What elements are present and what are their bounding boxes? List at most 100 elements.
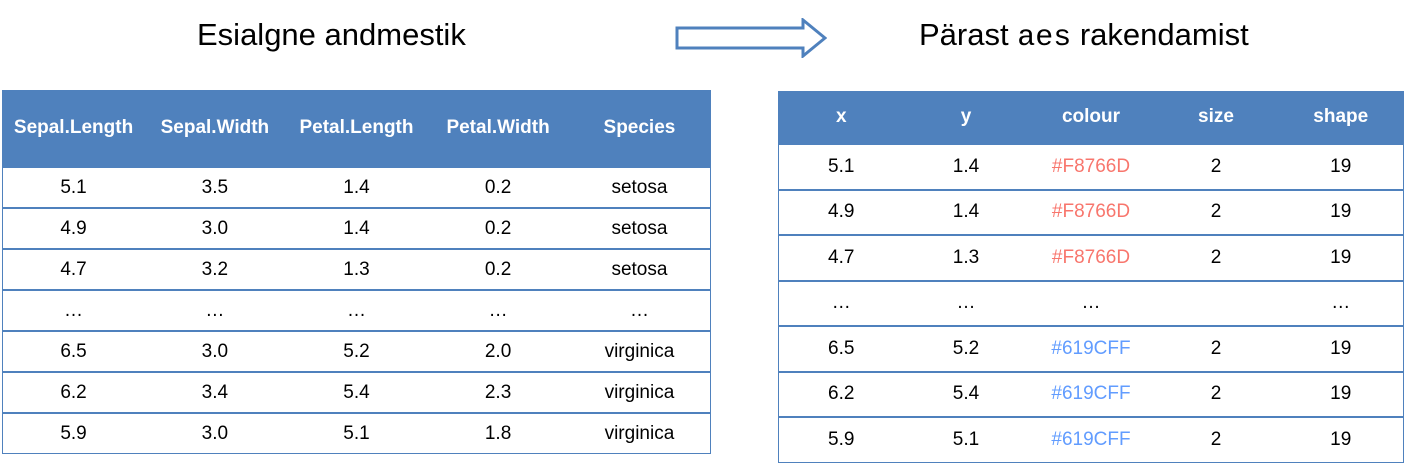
table-cell: 3.4: [144, 371, 286, 413]
table-cell: 5.1: [2, 166, 145, 208]
table-cell: 3.0: [144, 207, 286, 249]
colour-cell: #619CFF: [1028, 325, 1154, 372]
table-cell: 1.4: [285, 207, 428, 249]
colour-cell: #F8766D: [1028, 143, 1154, 190]
table-cell: 5.1: [778, 143, 904, 190]
table-cell: 1.3: [285, 248, 428, 290]
table-cell: 5.1: [285, 412, 428, 454]
colour-cell: #619CFF: [1028, 416, 1154, 462]
table-cell: 2.3: [427, 371, 569, 413]
column-header: Petal.Length: [285, 90, 428, 167]
table-cell: 19: [1278, 234, 1404, 281]
table-cell: 5.4: [903, 370, 1029, 417]
table-cell: virginica: [568, 330, 711, 372]
table-cell: …: [1278, 279, 1404, 326]
aes-mapped-table: x y colour size shape 5.1 1.4 #F8766D 2 …: [778, 91, 1404, 463]
table-row: … … … …: [778, 279, 1404, 326]
table-cell: 3.0: [144, 330, 286, 372]
table-cell: 5.4: [285, 371, 428, 413]
table-cell: 1.4: [903, 188, 1029, 235]
table-header-row: Sepal.Length Sepal.Width Petal.Length Pe…: [2, 90, 711, 167]
table-row: 6.2 3.4 5.4 2.3 virginica: [2, 371, 711, 413]
table-cell: 6.2: [2, 371, 145, 413]
table-cell: 19: [1278, 188, 1404, 235]
table-row: 6.2 5.4 #619CFF 2 19: [778, 370, 1404, 417]
table-cell: 6.2: [778, 370, 904, 417]
table-row: 4.7 3.2 1.3 0.2 setosa: [2, 248, 711, 290]
column-header: x: [778, 91, 904, 144]
column-header: Species: [568, 90, 711, 167]
table-cell: 5.1: [903, 416, 1029, 462]
right-title: Pärast aes rakendamist: [919, 17, 1249, 55]
table-cell: setosa: [568, 207, 711, 249]
table-cell: 1.8: [427, 412, 569, 454]
table-cell: 3.0: [144, 412, 286, 454]
table-row: 4.9 3.0 1.4 0.2 setosa: [2, 207, 711, 249]
table-cell: 6.5: [2, 330, 145, 372]
table-cell: 2: [1153, 325, 1279, 372]
column-header: size: [1153, 91, 1279, 144]
table-cell: …: [568, 289, 711, 331]
table-row: 6.5 5.2 #619CFF 2 19: [778, 325, 1404, 372]
column-header: y: [903, 91, 1029, 144]
table-cell: 19: [1278, 370, 1404, 417]
colour-cell: #F8766D: [1028, 188, 1154, 235]
table-cell: 2: [1153, 234, 1279, 281]
table-cell: …: [1028, 279, 1154, 326]
table-cell: …: [427, 289, 569, 331]
right-arrow-icon: [675, 18, 827, 58]
table-cell: 3.5: [144, 166, 286, 208]
table-cell: 2.0: [427, 330, 569, 372]
table-cell: 3.2: [144, 248, 286, 290]
table-cell: 1.3: [903, 234, 1029, 281]
column-header: Sepal.Width: [144, 90, 286, 167]
table-cell: 0.2: [427, 166, 569, 208]
colour-cell: #619CFF: [1028, 370, 1154, 417]
table-cell: 1.4: [285, 166, 428, 208]
table-cell: 4.9: [778, 188, 904, 235]
table-row: … … … … …: [2, 289, 711, 331]
table-cell: virginica: [568, 371, 711, 413]
table-cell: 0.2: [427, 248, 569, 290]
column-header: shape: [1278, 91, 1404, 144]
table-row: 4.7 1.3 #F8766D 2 19: [778, 234, 1404, 281]
table-cell: 19: [1278, 325, 1404, 372]
table-cell: 5.2: [285, 330, 428, 372]
original-dataset-table: Sepal.Length Sepal.Width Petal.Length Pe…: [2, 90, 711, 454]
column-header: colour: [1028, 91, 1154, 144]
table-cell: 4.7: [778, 234, 904, 281]
left-title: Esialgne andmestik: [197, 17, 466, 52]
column-header: Sepal.Length: [2, 90, 145, 167]
table-row: 5.9 5.1 #619CFF 2 19: [778, 416, 1404, 462]
table-cell: 0.2: [427, 207, 569, 249]
table-cell: 4.9: [2, 207, 145, 249]
table-cell: 4.7: [2, 248, 145, 290]
table-row: 5.9 3.0 5.1 1.8 virginica: [2, 412, 711, 454]
table-cell: 5.9: [2, 412, 145, 454]
table-row: 5.1 1.4 #F8766D 2 19: [778, 143, 1404, 190]
table-row: 4.9 1.4 #F8766D 2 19: [778, 188, 1404, 235]
column-header: Petal.Width: [427, 90, 569, 167]
table-cell: 6.5: [778, 325, 904, 372]
table-cell: 19: [1278, 143, 1404, 190]
table-cell: …: [2, 289, 145, 331]
table-cell: 19: [1278, 416, 1404, 462]
colour-cell: #F8766D: [1028, 234, 1154, 281]
table-cell: 1.4: [903, 143, 1029, 190]
table-cell: 5.9: [778, 416, 904, 462]
table-cell: 2: [1153, 143, 1279, 190]
table-cell: 2: [1153, 188, 1279, 235]
table-cell: …: [144, 289, 286, 331]
right-title-suffix: rakendamist: [1071, 17, 1249, 52]
table-cell: …: [903, 279, 1029, 326]
table-cell: setosa: [568, 166, 711, 208]
table-cell: [1153, 279, 1279, 326]
table-cell: …: [778, 279, 904, 326]
right-title-code: aes: [1017, 21, 1072, 55]
right-title-prefix: Pärast: [919, 17, 1018, 52]
table-cell: 5.2: [903, 325, 1029, 372]
table-cell: setosa: [568, 248, 711, 290]
table-row: 6.5 3.0 5.2 2.0 virginica: [2, 330, 711, 372]
table-row: 5.1 3.5 1.4 0.2 setosa: [2, 166, 711, 208]
table-cell: …: [285, 289, 428, 331]
